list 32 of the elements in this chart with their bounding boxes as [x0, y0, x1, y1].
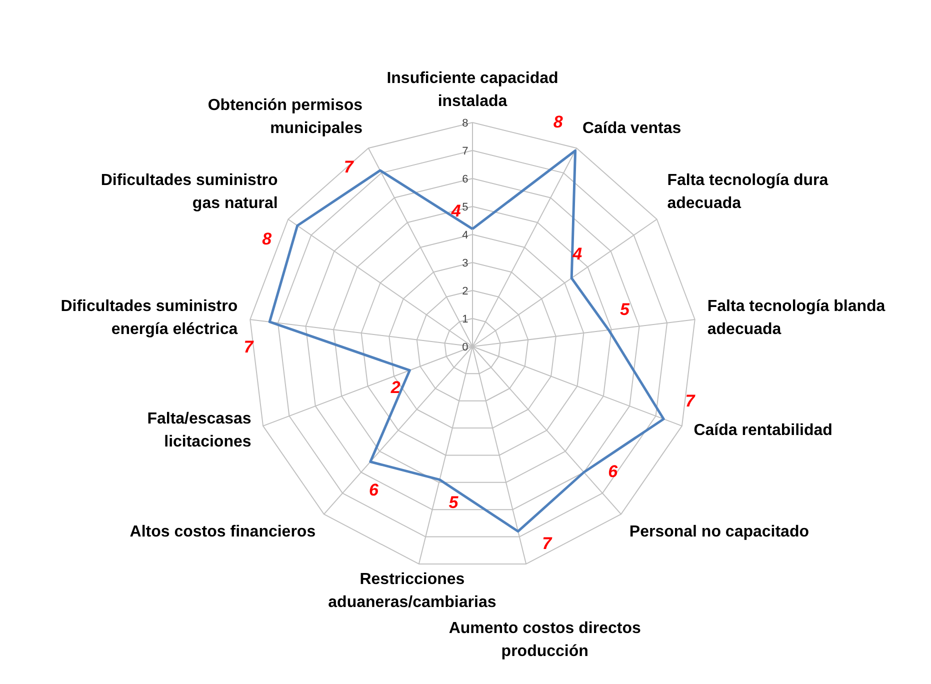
data-label: 7 [542, 534, 554, 553]
y-tick-label: 8 [462, 118, 468, 130]
y-tick-label: 7 [462, 146, 468, 158]
y-tick-label: 0 [462, 342, 468, 354]
spoke-label: Obtención permisos municipales [208, 97, 363, 137]
data-label: 7 [344, 158, 355, 177]
spoke-label: Dificultades suministro gas natural [100, 172, 278, 212]
spoke-label: Falta tecnología blanda adecuada [707, 298, 886, 338]
y-tick-label: 3 [462, 258, 468, 270]
spoke-label: Caída rentabilidad [694, 422, 832, 439]
spoke-label: Dificultades suministro energía eléctrica [60, 298, 238, 338]
spoke-label: Falta/escasas licitaciones [147, 410, 252, 450]
spoke-label: Insuficiente capacidad instalada [386, 70, 558, 110]
data-label: 7 [685, 391, 696, 410]
data-label: 7 [244, 337, 255, 356]
spoke-label: Falta tecnología dura adecuada [667, 172, 828, 212]
y-tick-label: 4 [462, 230, 468, 242]
spoke-label: Caída ventas [582, 120, 682, 137]
y-tick-label: 2 [462, 286, 468, 298]
y-tick-label: 6 [462, 174, 468, 186]
y-tick-label: 1 [462, 314, 468, 326]
data-label: 6 [369, 480, 380, 500]
data-label: 8 [553, 112, 564, 132]
spoke-label: Restricciones aduaneras/cambiarias [328, 571, 496, 612]
data-label: 2 [390, 378, 401, 397]
spoke-label: Aumento costos directos producción [448, 620, 641, 660]
data-label: 8 [262, 229, 272, 248]
data-label: 5 [620, 300, 630, 320]
spoke-label: Altos costos financieros [130, 524, 316, 541]
y-tick-label: 5 [462, 202, 468, 214]
data-label: 6 [608, 462, 618, 482]
spoke-label: Personal no capacitado [629, 524, 810, 541]
